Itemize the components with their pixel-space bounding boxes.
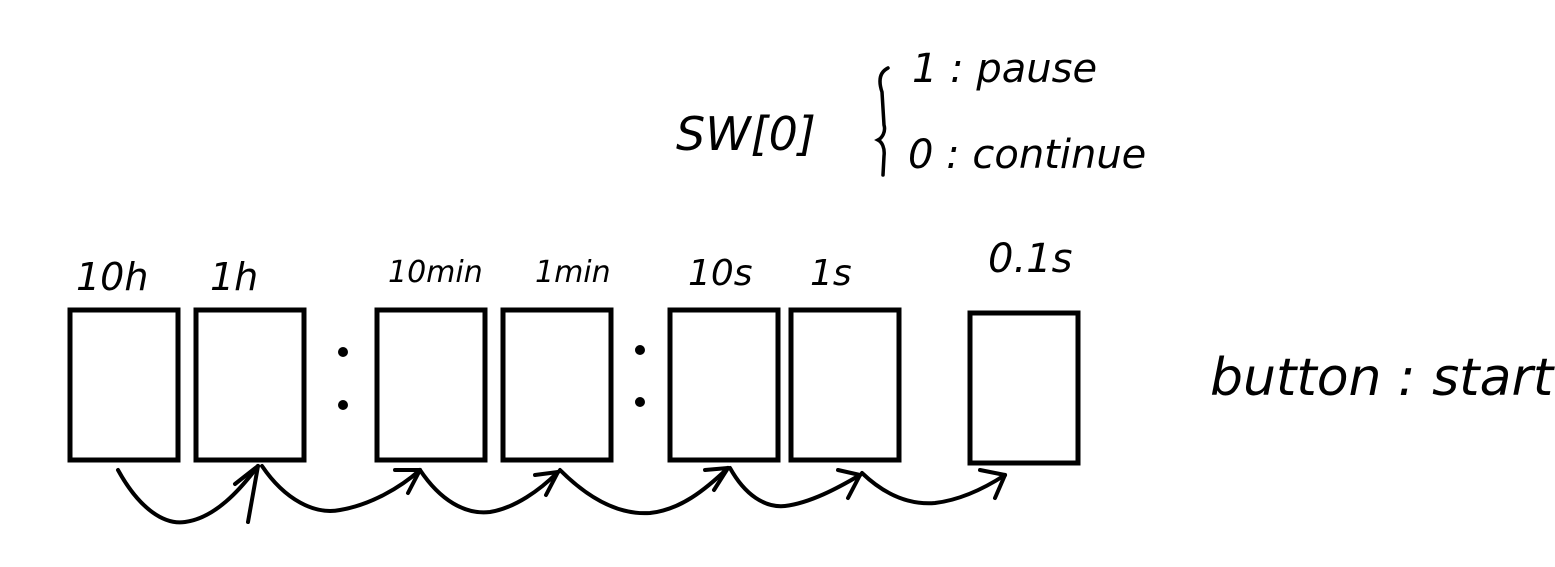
digit-label-10min: 10min xyxy=(388,255,483,290)
separator-colon-2 xyxy=(635,345,645,407)
switch-name: SW[0] xyxy=(676,107,816,161)
digit-box-0-1s xyxy=(967,310,1081,466)
carry-arrow-3 xyxy=(418,468,560,515)
switch-brace xyxy=(874,66,890,177)
digit-box-1h xyxy=(193,307,307,463)
carry-arrow-5 xyxy=(728,466,862,509)
digit-label-1min: 1min xyxy=(535,255,611,290)
separator-colon-1 xyxy=(338,347,348,410)
digit-box-10h xyxy=(67,307,181,463)
carry-arrow-1 xyxy=(116,464,260,525)
digit-box-1s xyxy=(788,307,902,463)
digit-label-10h: 10h xyxy=(76,255,148,299)
carry-arrow-6 xyxy=(860,468,1007,506)
digit-label-10s: 10s xyxy=(688,253,753,294)
digit-box-10min xyxy=(374,307,488,463)
digit-box-1min xyxy=(500,307,614,463)
button-start-label: button : start xyxy=(1210,348,1555,408)
digit-label-1s: 1s xyxy=(810,253,852,294)
switch-option-pause: 1 : pause xyxy=(912,46,1097,92)
carry-arrow-4 xyxy=(558,466,730,516)
digit-box-10s xyxy=(667,307,781,463)
carry-arrow-2 xyxy=(260,464,422,513)
switch-option-continue: 0 : continue xyxy=(908,132,1146,178)
digit-label-1h: 1h xyxy=(210,255,258,299)
digit-label-0-1s: 0.1s xyxy=(988,236,1072,282)
